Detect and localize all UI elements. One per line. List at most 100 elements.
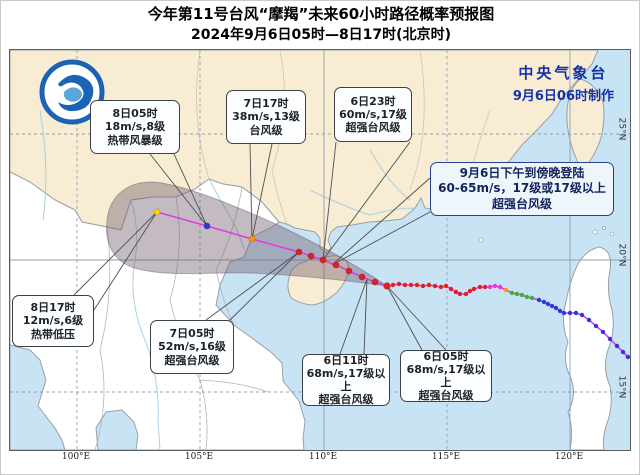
observed-point xyxy=(553,305,559,311)
callout-leader xyxy=(386,285,447,351)
issue-time: 9月6日06时制作 xyxy=(512,89,614,104)
callout-leader xyxy=(73,211,158,296)
page-title: 今年第11号台风“摩羯”未来60小时路径概率预报图 2024年9月6日05时—8… xyxy=(1,4,639,45)
callout-t8_05: 8日05时 18m/s,8级 热带风暴级 xyxy=(90,100,180,154)
land-indochina xyxy=(10,171,306,450)
observed-point xyxy=(529,295,535,301)
observed-point xyxy=(420,283,426,289)
lat-label: 25°N xyxy=(616,117,627,141)
observed-point xyxy=(557,308,563,314)
observed-point xyxy=(600,329,606,335)
callout-leader xyxy=(339,278,368,355)
callout-line: 60m/s,17级 xyxy=(339,107,407,121)
lon-label: 100°E xyxy=(61,452,91,462)
observed-point xyxy=(509,290,515,296)
observed-point xyxy=(625,354,630,360)
callout-leader xyxy=(205,251,300,321)
observed-point xyxy=(396,281,402,287)
observed-point xyxy=(536,297,542,303)
observed-point xyxy=(482,284,488,290)
callout-leader xyxy=(386,285,423,351)
callout-t6_05: 6日05时 68m/s,17级以上 超强台风级 xyxy=(400,350,492,402)
lat-label: 15°N xyxy=(616,375,627,399)
rivers xyxy=(39,109,416,450)
observed-point xyxy=(607,336,613,342)
observed-point xyxy=(477,284,483,290)
observed-point xyxy=(541,299,547,305)
callout-line: 热带风暴级 xyxy=(107,133,163,147)
map-canvas: 中央气象台 9月6日06时制作 8日05时 18m/s,8级 热带风暴级 7日17时 3… xyxy=(9,49,631,451)
observed-point xyxy=(561,310,567,316)
callout-line: 热带低压 xyxy=(31,327,75,341)
callout-line: 68m/s,17级以上 xyxy=(406,362,486,389)
observed-point xyxy=(573,310,579,316)
observed-point xyxy=(487,284,493,290)
callout-t8_17: 8日17时 12m/s,6级 热带低压 xyxy=(12,295,94,347)
callout-line: 7日05时 xyxy=(169,327,215,341)
observed-point xyxy=(579,312,585,318)
observed-point xyxy=(620,349,626,355)
observed-point xyxy=(402,282,408,288)
callout-leader xyxy=(173,153,208,227)
callout-line: 60-65m/s，17级或17级以上 xyxy=(438,181,606,196)
forecast-point xyxy=(332,261,340,269)
callout-line: 6日05时 xyxy=(423,349,469,363)
forecast-point xyxy=(319,256,327,264)
callout-line: 台风级 xyxy=(249,123,283,137)
sea-gulf-thailand xyxy=(95,409,139,450)
observed-point xyxy=(567,310,573,316)
observed-point xyxy=(432,283,438,289)
forecast-point xyxy=(307,252,315,260)
callout-line: 6日23时 xyxy=(350,94,396,108)
forecast-point xyxy=(295,248,303,256)
callout-leader xyxy=(93,211,158,311)
callout-line: 7日17时 xyxy=(243,97,289,111)
observed-point xyxy=(448,286,454,292)
forecast-point xyxy=(371,278,379,286)
callout-line: 8日17时 xyxy=(30,301,76,315)
callout-line: 9月6日下午到傍晚登陆 xyxy=(459,165,585,180)
observed-point xyxy=(549,303,555,309)
lon-label: 110°E xyxy=(308,452,338,462)
agency-name: 中央气象台 xyxy=(518,64,609,82)
forecast-probability-cone xyxy=(106,181,388,287)
callout-leader xyxy=(363,278,368,355)
observed-point xyxy=(524,294,530,300)
observed-point xyxy=(467,288,473,294)
callout-leader xyxy=(331,177,431,266)
typhoon-track xyxy=(153,208,630,360)
callout-leader xyxy=(149,153,208,227)
callout-leader xyxy=(249,143,253,240)
callout-line: 超强台风级 xyxy=(345,121,401,135)
callout-line: 68m/s,17级以上 xyxy=(306,366,386,393)
callout-line: 52m/s,16级 xyxy=(158,340,226,354)
lon-label: 120°E xyxy=(554,452,584,462)
callout-line: 超强台风级 xyxy=(318,393,374,407)
callout-line: 超强台风级 xyxy=(491,196,552,211)
callout-t6_23: 6日23时 60m/s,17级 超强台风级 xyxy=(334,87,412,142)
lat-label: 20°N xyxy=(616,243,627,267)
observed-point xyxy=(593,323,599,329)
forecast-point xyxy=(153,208,161,216)
forecast-point xyxy=(203,222,211,230)
callout-t7_05: 7日05时 52m/s,16级 超强台风级 xyxy=(150,320,234,374)
callout-leaders xyxy=(73,141,447,355)
callout-line: 6日11时 xyxy=(323,353,369,367)
observed-point xyxy=(463,291,469,297)
title-line1: 今年第11号台风“摩羯”未来60小时路径概率预报图 xyxy=(147,5,495,23)
observed-point xyxy=(545,301,551,307)
cma-logo-icon xyxy=(38,58,106,126)
lon-label: 115°E xyxy=(431,452,461,462)
sea-west xyxy=(10,344,66,450)
title-line2: 2024年9月6日05时—8日17时(北京时) xyxy=(191,27,451,43)
current-position-point xyxy=(383,282,391,290)
callout-line: 超强台风级 xyxy=(164,353,220,367)
observed-point xyxy=(586,317,592,323)
observed-point xyxy=(497,284,503,290)
callout-leader xyxy=(229,251,300,321)
agency-credit: 中央气象台 9月6日06时制作 xyxy=(513,62,614,104)
callout-t7_17: 7日17时 38m/s,13级 台风级 xyxy=(226,90,306,144)
callout-leader xyxy=(251,143,273,240)
forecast-point xyxy=(248,235,256,243)
